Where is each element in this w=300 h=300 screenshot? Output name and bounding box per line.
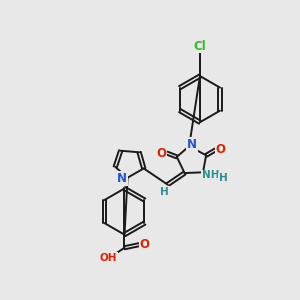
Text: O: O	[157, 146, 166, 160]
Text: O: O	[216, 143, 226, 157]
Text: O: O	[140, 238, 149, 251]
Text: Cl: Cl	[194, 40, 206, 52]
Text: NH: NH	[202, 170, 220, 180]
Text: OH: OH	[100, 253, 117, 263]
Text: H: H	[160, 187, 169, 197]
Text: N: N	[187, 138, 197, 151]
Text: H: H	[219, 173, 227, 184]
Text: N: N	[117, 172, 127, 185]
